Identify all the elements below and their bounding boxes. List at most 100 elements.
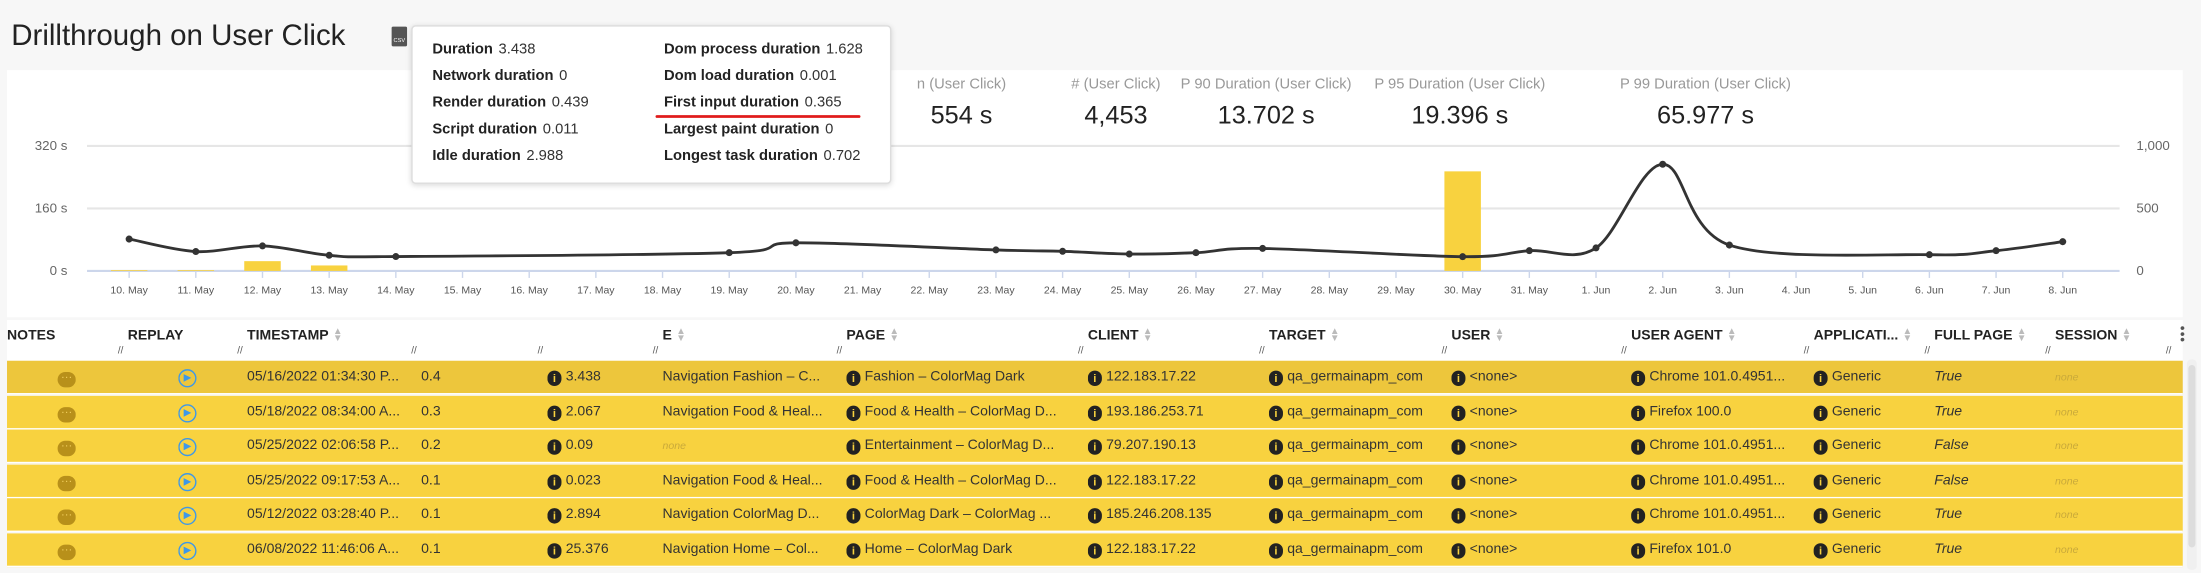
- notes-cell[interactable]: ···: [57, 361, 76, 393]
- column-resize-handle[interactable]: //: [411, 346, 417, 357]
- scrollbar-thumb[interactable]: [2188, 364, 2196, 548]
- column-resize-handle[interactable]: //: [117, 346, 124, 357]
- sort-icon[interactable]: ▲ ▼: [2121, 327, 2132, 345]
- notes-cell[interactable]: ···: [57, 395, 76, 427]
- column-resize-handle[interactable]: //: [1621, 346, 1627, 357]
- line-point[interactable]: [1125, 250, 1133, 258]
- line-point[interactable]: [1059, 247, 1067, 255]
- notes-cell[interactable]: ···: [57, 464, 76, 496]
- column-resize-handle[interactable]: //: [1924, 346, 1930, 357]
- info-icon[interactable]: i: [1451, 508, 1466, 524]
- comment-icon[interactable]: ···: [57, 440, 76, 457]
- column-header[interactable]: APPLICATI... ▲ ▼: [1814, 328, 1913, 345]
- info-icon[interactable]: i: [1087, 542, 1102, 558]
- bar[interactable]: [244, 261, 281, 271]
- info-icon[interactable]: i: [1087, 439, 1102, 455]
- info-icon[interactable]: i: [1631, 370, 1646, 387]
- sort-icon[interactable]: ▲ ▼: [1726, 327, 1737, 345]
- column-resize-handle[interactable]: //: [2045, 346, 2051, 357]
- play-icon[interactable]: ▶: [178, 506, 197, 525]
- comment-icon[interactable]: ···: [57, 371, 76, 388]
- column-header[interactable]: SESSION ▲ ▼: [2055, 327, 2132, 345]
- info-icon[interactable]: i: [846, 473, 861, 490]
- line-point[interactable]: [325, 251, 333, 259]
- info-icon[interactable]: i: [846, 508, 861, 524]
- info-icon[interactable]: i: [1813, 439, 1828, 455]
- replay-cell[interactable]: ▶: [178, 430, 197, 462]
- sort-icon[interactable]: ▲ ▼: [1494, 327, 1505, 345]
- comment-icon[interactable]: ···: [57, 509, 76, 525]
- column-resize-handle[interactable]: //: [1078, 346, 1084, 357]
- info-icon[interactable]: i: [1268, 370, 1283, 387]
- info-icon[interactable]: i: [547, 404, 562, 421]
- comment-icon[interactable]: ···: [57, 543, 76, 560]
- column-header[interactable]: PAGE ▲ ▼: [846, 328, 899, 345]
- csv-file-icon[interactable]: CSV: [391, 26, 408, 47]
- column-header[interactable]: NOTES: [7, 328, 55, 343]
- column-header[interactable]: TARGET ▲ ▼: [1269, 327, 1340, 345]
- info-icon[interactable]: i: [1451, 370, 1466, 387]
- sort-icon[interactable]: ▲ ▼: [1142, 327, 1153, 345]
- line-point[interactable]: [392, 253, 400, 261]
- line-point[interactable]: [192, 248, 200, 256]
- line-point[interactable]: [258, 242, 267, 250]
- info-icon[interactable]: i: [1451, 473, 1466, 490]
- column-header[interactable]: USER AGENT ▲ ▼: [1631, 327, 1737, 345]
- table-row[interactable]: ··· ▶ 05/25/2022 02:06:58 P... 0.2 i 0.09 none…: [7, 429, 2183, 464]
- sort-icon[interactable]: ▲ ▼: [332, 327, 343, 345]
- column-resize-handle[interactable]: //: [652, 346, 659, 357]
- column-header[interactable]: CLIENT ▲ ▼: [1088, 327, 1153, 345]
- info-icon[interactable]: i: [1631, 404, 1646, 421]
- info-icon[interactable]: i: [1268, 439, 1283, 455]
- notes-cell[interactable]: ···: [57, 430, 76, 462]
- column-header[interactable]: REPLAY: [128, 328, 184, 343]
- column-resize-handle[interactable]: //: [1441, 346, 1448, 357]
- info-icon[interactable]: i: [1087, 370, 1102, 387]
- replay-cell[interactable]: ▶: [178, 464, 197, 496]
- replay-cell[interactable]: ▶: [178, 395, 197, 427]
- table-row[interactable]: ··· ▶ 05/25/2022 09:17:53 A... 0.1 i 0.023 Nav…: [7, 463, 2183, 498]
- comment-icon[interactable]: ···: [57, 474, 76, 491]
- table-row[interactable]: ··· ▶ 05/16/2022 01:34:30 P... 0.4 i 3.438 Nav…: [7, 360, 2183, 395]
- info-icon[interactable]: i: [1087, 473, 1102, 490]
- info-icon[interactable]: i: [1631, 473, 1646, 490]
- info-icon[interactable]: i: [846, 370, 861, 387]
- info-icon[interactable]: i: [1813, 473, 1828, 490]
- table-row[interactable]: ··· ▶ 05/12/2022 03:28:40 P... 0.1 i 2.894 Nav…: [7, 498, 2183, 533]
- column-resize-handle[interactable]: //: [2165, 346, 2172, 357]
- line-point[interactable]: [1992, 247, 2000, 255]
- replay-cell[interactable]: ▶: [178, 361, 197, 393]
- line-point[interactable]: [1659, 160, 1667, 168]
- line-point[interactable]: [125, 235, 133, 243]
- sort-icon[interactable]: ▲ ▼: [2016, 327, 2027, 345]
- info-icon[interactable]: i: [547, 508, 562, 524]
- info-icon[interactable]: i: [1087, 404, 1102, 421]
- notes-cell[interactable]: ···: [57, 533, 76, 565]
- info-icon[interactable]: i: [1813, 370, 1828, 387]
- info-icon[interactable]: i: [547, 370, 562, 387]
- column-resize-handle[interactable]: //: [1803, 346, 1810, 357]
- info-icon[interactable]: i: [1631, 542, 1646, 558]
- info-icon[interactable]: i: [1813, 542, 1828, 558]
- column-resize-handle[interactable]: //: [836, 346, 843, 357]
- replay-cell[interactable]: ▶: [178, 533, 197, 565]
- column-resize-handle[interactable]: //: [237, 346, 243, 357]
- info-icon[interactable]: i: [1268, 473, 1283, 490]
- info-icon[interactable]: i: [1268, 542, 1283, 558]
- line-point[interactable]: [2059, 238, 2067, 246]
- line-point[interactable]: [992, 246, 1000, 254]
- info-icon[interactable]: i: [1631, 508, 1646, 524]
- bar[interactable]: [310, 265, 348, 271]
- table-row[interactable]: ··· ▶ 06/08/2022 11:46:06 A... 0.1 i 25.376 Na…: [7, 532, 2183, 567]
- info-icon[interactable]: i: [846, 439, 861, 455]
- info-icon[interactable]: i: [1268, 404, 1283, 421]
- comment-icon[interactable]: ···: [57, 406, 76, 422]
- line-point[interactable]: [1725, 241, 1733, 249]
- line-point[interactable]: [1459, 253, 1467, 261]
- info-icon[interactable]: i: [1813, 404, 1828, 421]
- info-icon[interactable]: i: [1451, 404, 1466, 421]
- info-icon[interactable]: i: [547, 439, 562, 455]
- line-point[interactable]: [725, 249, 733, 257]
- play-icon[interactable]: ▶: [178, 369, 197, 388]
- sort-icon[interactable]: ▲ ▼: [1329, 327, 1340, 345]
